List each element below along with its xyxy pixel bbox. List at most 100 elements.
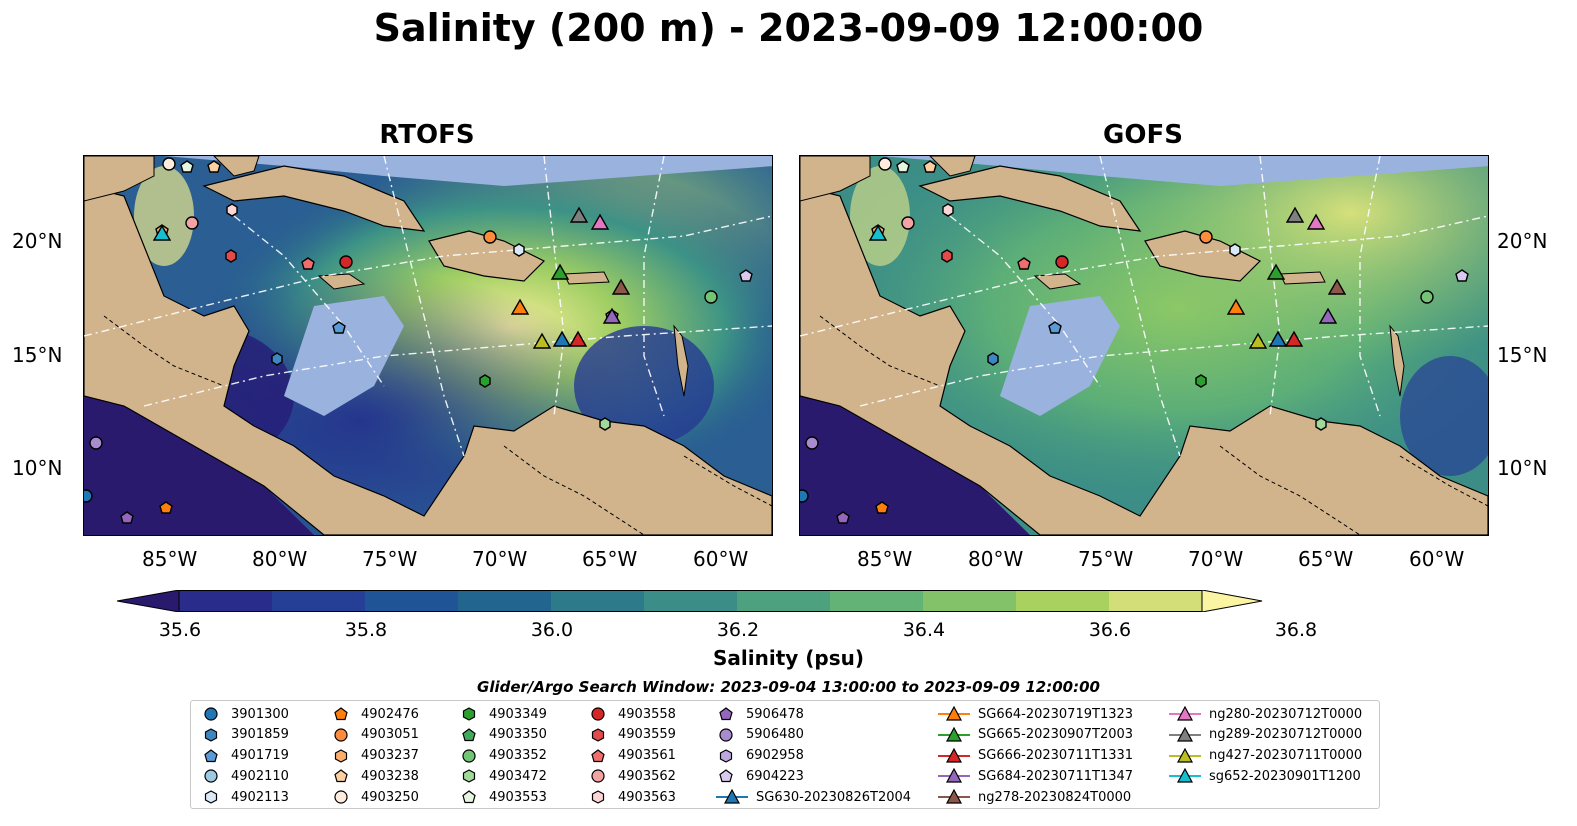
- float-pentagon-icon: [588, 748, 618, 764]
- float-hexagon-icon: [716, 748, 746, 764]
- float-hexagon-icon: [459, 706, 489, 722]
- colorbar-segment: [551, 590, 645, 612]
- colorbar-extend-low: [117, 590, 180, 612]
- float-circle-icon: [588, 706, 618, 722]
- lat-label-20n-right: 20°N: [1497, 229, 1548, 253]
- lon-label-80w-left: 80°W: [252, 547, 308, 571]
- legend-item-label: sg652-20230901T1200: [1209, 768, 1361, 784]
- legend-item-4902110: 4902110: [201, 767, 289, 785]
- panel-title-gofs: GOFS: [1103, 120, 1183, 150]
- lat-label-10n-right: 10°N: [1497, 456, 1548, 480]
- legend-item-label: 4903250: [361, 789, 419, 805]
- colorbar: [117, 590, 1263, 612]
- lat-label-10n-left: 10°N: [12, 456, 63, 480]
- legend-item-label: 4903561: [618, 748, 676, 764]
- legend-item-label: 3901859: [231, 727, 289, 743]
- legend-item-ng289-20230712t0000: ng289-20230712T0000: [1169, 726, 1362, 744]
- legend-item-label: SG630-20230826T2004: [756, 789, 912, 805]
- legend-item-4902476: 4902476: [331, 705, 419, 723]
- colorbar-segment: [644, 590, 738, 612]
- colorbar-tick-35-6: 35.6: [158, 619, 202, 641]
- lon-label-85w-right: 85°W: [857, 547, 913, 571]
- legend-item-label: ng427-20230711T0000: [1209, 748, 1363, 764]
- colorbar-segment: [1016, 590, 1110, 612]
- legend-item-ng280-20230712t0000: ng280-20230712T0000: [1169, 705, 1362, 723]
- map-rtofs[interactable]: [83, 155, 773, 536]
- glider-triangle-line-icon: [716, 789, 756, 805]
- legend-item-label: 4902113: [231, 789, 289, 805]
- colorbar-tick-36-8: 36.8: [1274, 619, 1318, 641]
- legend-item-4903563: 4903563: [588, 788, 676, 806]
- float-circle-icon: [331, 789, 361, 805]
- lon-label-70w-left: 70°W: [472, 547, 528, 571]
- colorbar-tick-36-2: 36.2: [716, 619, 760, 641]
- glider-triangle-line-icon: [938, 768, 978, 784]
- legend-item-label: SG666-20230711T1331: [978, 748, 1134, 764]
- float-hexagon-icon: [588, 727, 618, 743]
- legend-item-4903238: 4903238: [331, 767, 419, 785]
- float-circle-icon: [331, 727, 361, 743]
- lon-label-60w-left: 60°W: [693, 547, 749, 571]
- legend-item-sg652-20230901t1200: sg652-20230901T1200: [1169, 767, 1361, 785]
- float-circle-icon: [459, 748, 489, 764]
- legend-item-label: 4903349: [489, 706, 547, 722]
- colorbar-tick-36-0: 36.0: [530, 619, 574, 641]
- colorbar-segment: [737, 590, 831, 612]
- map-gofs[interactable]: [799, 155, 1489, 536]
- float-circle-icon: [588, 768, 618, 784]
- legend-item-ng427-20230711t0000: ng427-20230711T0000: [1169, 747, 1362, 765]
- legend-item-label: 4903558: [618, 706, 676, 722]
- legend-item-label: 4902110: [231, 768, 289, 784]
- legend-item-6904223: 6904223: [716, 767, 804, 785]
- legend-item-4903562: 4903562: [588, 767, 676, 785]
- glider-triangle-line-icon: [938, 726, 978, 743]
- lon-label-65w-right: 65°W: [1298, 547, 1354, 571]
- legend-item-label: 4903350: [489, 727, 547, 743]
- lat-label-15n-right: 15°N: [1497, 343, 1548, 367]
- legend-item-label: ng289-20230712T0000: [1209, 727, 1363, 743]
- float-circle-icon: [201, 768, 231, 784]
- colorbar-segment: [923, 590, 1017, 612]
- legend-item-4903553: 4903553: [459, 788, 547, 806]
- colorbar-label: Salinity (psu): [712, 646, 864, 670]
- glider-triangle-line-icon: [938, 747, 978, 764]
- lon-label-75w-left: 75°W: [362, 547, 418, 571]
- lat-label-20n-left: 20°N: [12, 229, 63, 253]
- legend-item-4903349: 4903349: [459, 705, 547, 723]
- colorbar-segment: [830, 590, 924, 612]
- glider-triangle-line-icon: [1169, 768, 1209, 784]
- float-pentagon-icon: [459, 789, 489, 805]
- glider-triangle-line-icon: [938, 789, 978, 805]
- panel-title-rtofs: RTOFS: [379, 120, 475, 150]
- legend-item-label: 4903238: [361, 768, 419, 784]
- float-pentagon-icon: [716, 706, 746, 722]
- float-hexagon-icon: [459, 768, 489, 784]
- legend-item-4903472: 4903472: [459, 767, 547, 785]
- colorbar-tick-36-6: 36.6: [1088, 619, 1132, 641]
- figure-title: Salinity (200 m) - 2023-09-09 12:00:00: [373, 6, 1204, 50]
- legend-item-sg666-20230711t1331: SG666-20230711T1331: [938, 747, 1133, 765]
- legend-item-label: 4903553: [489, 789, 547, 805]
- legend-item-label: 5906478: [746, 706, 804, 722]
- legend-item-label: SG664-20230719T1323: [978, 706, 1134, 722]
- legend: 3901300 3901859 4901719 4902110 4902113 49024…: [190, 700, 1380, 809]
- legend-item-4903250: 4903250: [331, 788, 419, 806]
- legend-item-4902113: 4902113: [201, 788, 289, 806]
- legend-item-4903559: 4903559: [588, 726, 676, 744]
- legend-item-label: ng278-20230824T0000: [978, 789, 1132, 805]
- legend-item-3901300: 3901300: [201, 705, 289, 723]
- legend-item-4903558: 4903558: [588, 705, 676, 723]
- float-pentagon-icon: [331, 706, 361, 722]
- legend-item-label: ng280-20230712T0000: [1209, 706, 1363, 722]
- glider-triangle-line-icon: [1169, 726, 1209, 743]
- float-circle-icon: [716, 727, 746, 743]
- float-hexagon-icon: [201, 727, 231, 743]
- float-hexagon-icon: [588, 789, 618, 805]
- lon-label-65w-left: 65°W: [582, 547, 638, 571]
- float-pentagon-icon: [459, 727, 489, 743]
- map-rtofs-canvas: [84, 156, 772, 535]
- legend-item-label: 4903237: [361, 748, 419, 764]
- legend-item-6902958: 6902958: [716, 747, 804, 765]
- legend-item-label: SG684-20230711T1347: [978, 768, 1134, 784]
- float-circle-icon: [201, 706, 231, 722]
